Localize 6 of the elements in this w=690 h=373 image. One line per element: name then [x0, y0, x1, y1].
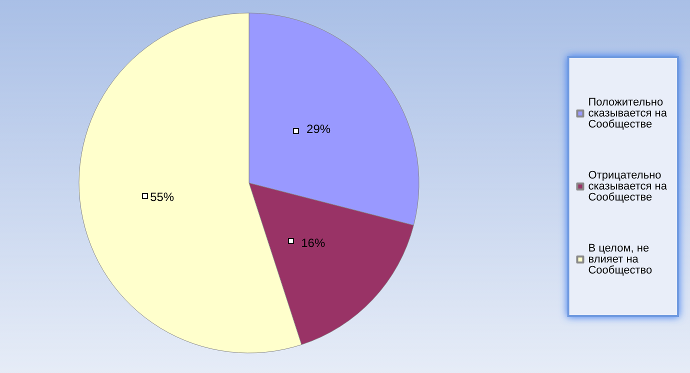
legend-label: Отрицательно сказывается на Сообществе	[588, 170, 670, 204]
legend-label: Положительно сказывается на Сообществе	[588, 96, 670, 130]
data-label: 16%	[301, 236, 326, 250]
legend-label: В целом, не влияет на Сообщество	[588, 242, 652, 276]
data-label: 29%	[306, 122, 331, 136]
data-label: 55%	[150, 190, 174, 204]
